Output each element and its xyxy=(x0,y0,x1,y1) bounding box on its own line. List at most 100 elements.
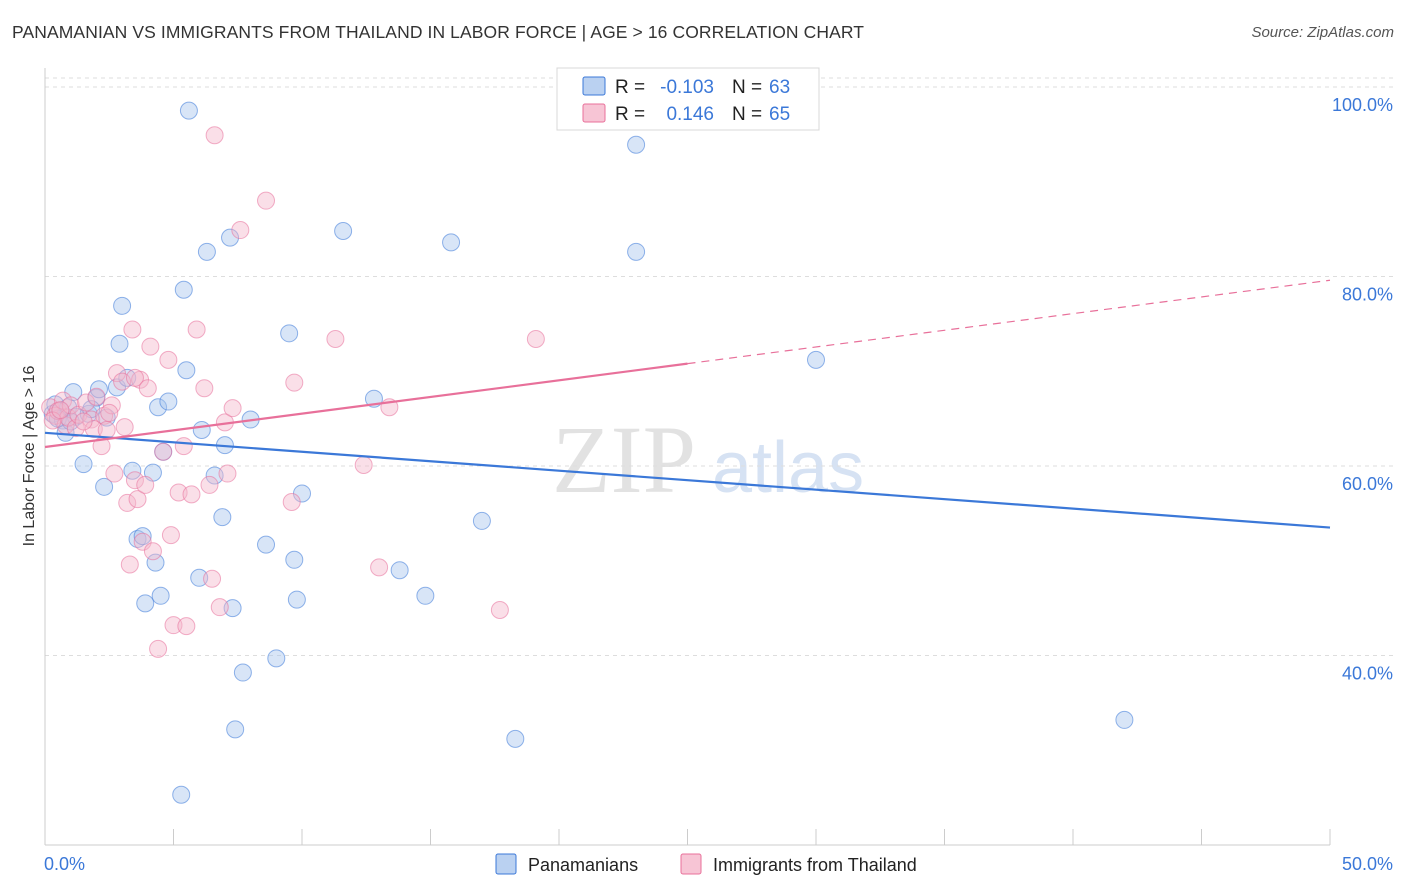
stats-legend: R = -0.103 N = 63 R = 0.146 N = 65 xyxy=(556,67,820,131)
x-tick-label: 50.0% xyxy=(1342,854,1393,874)
y-axis-label: In Labor Force | Age > 16 xyxy=(21,366,38,547)
data-point xyxy=(213,508,232,527)
r-value-1: -0.103 xyxy=(660,77,714,98)
data-point xyxy=(526,330,545,349)
data-point xyxy=(107,364,126,383)
data-point xyxy=(87,387,106,406)
series-panamanians-points xyxy=(43,101,1134,804)
data-point xyxy=(128,490,147,509)
data-point xyxy=(182,485,201,504)
data-point xyxy=(205,126,224,145)
data-point xyxy=(138,379,157,398)
data-point xyxy=(128,529,147,548)
data-point xyxy=(102,396,121,415)
data-point xyxy=(218,464,237,483)
data-point xyxy=(195,379,214,398)
data-point xyxy=(267,649,286,668)
data-point xyxy=(74,412,93,431)
r-value-2: 0.146 xyxy=(666,104,714,125)
data-point xyxy=(334,221,353,240)
r-label-2: R = xyxy=(615,104,645,125)
watermark-zip: ZIP xyxy=(552,406,696,513)
data-point xyxy=(84,420,103,439)
data-point xyxy=(174,437,193,456)
trend-lines xyxy=(44,279,1331,529)
data-point xyxy=(159,350,178,369)
y-tick-label: 100.0% xyxy=(1332,95,1393,115)
data-point xyxy=(133,532,152,551)
data-point xyxy=(192,420,211,439)
data-point xyxy=(370,558,389,577)
data-point xyxy=(120,555,139,574)
data-point xyxy=(149,398,168,417)
data-point xyxy=(149,639,168,658)
data-point xyxy=(223,599,242,618)
data-point xyxy=(442,233,461,252)
data-point xyxy=(221,228,240,247)
series-thailand-points xyxy=(41,126,545,658)
data-point xyxy=(506,729,525,748)
source-note: Source: ZipAtlas.com xyxy=(1251,24,1394,41)
data-point xyxy=(141,337,160,356)
data-point xyxy=(390,561,409,580)
data-point xyxy=(285,373,304,392)
watermark-atlas: atlas xyxy=(712,428,864,508)
legend-swatch-blue xyxy=(582,76,606,96)
data-point xyxy=(203,569,222,588)
legend-label-panamanians: Panamanians xyxy=(528,855,638,875)
data-point xyxy=(190,568,209,587)
data-point xyxy=(174,280,193,299)
data-point xyxy=(416,586,435,605)
data-point xyxy=(1115,710,1134,729)
data-point xyxy=(287,590,306,609)
data-point xyxy=(113,296,132,315)
data-point xyxy=(118,493,137,512)
data-point xyxy=(223,399,242,418)
trend-line xyxy=(44,362,688,449)
n-label-2: N = xyxy=(732,104,762,125)
data-point xyxy=(197,242,216,261)
data-point xyxy=(172,785,191,804)
x-tick-labels: 0.0% 50.0% xyxy=(44,854,1393,874)
chart-title: PANAMANIAN VS IMMIGRANTS FROM THAILAND I… xyxy=(12,22,865,42)
data-point xyxy=(179,101,198,120)
legend-swatch-pink xyxy=(582,103,606,123)
data-point xyxy=(61,396,80,415)
y-tick-label: 80.0% xyxy=(1342,284,1393,304)
bottom-legend-swatch-blue xyxy=(495,853,517,875)
data-point xyxy=(210,598,229,617)
data-point xyxy=(807,350,825,369)
data-point xyxy=(66,419,85,438)
trend-line xyxy=(44,431,1331,529)
data-point xyxy=(177,617,196,636)
data-point xyxy=(627,135,646,154)
data-point xyxy=(164,616,183,635)
data-point xyxy=(159,392,178,411)
data-point xyxy=(123,320,142,339)
data-point xyxy=(100,403,119,422)
data-point xyxy=(154,442,173,461)
data-point xyxy=(226,720,245,739)
x-ticks xyxy=(44,829,1331,845)
data-point xyxy=(257,535,276,554)
bottom-legend-swatch-pink xyxy=(680,853,702,875)
bottom-legend: Panamanians Immigrants from Thailand xyxy=(495,853,917,875)
data-point xyxy=(326,330,345,349)
data-point xyxy=(110,334,129,353)
data-point xyxy=(43,411,62,430)
data-point xyxy=(490,601,509,620)
data-point xyxy=(95,477,114,496)
data-point xyxy=(74,455,93,474)
data-point xyxy=(282,492,301,511)
n-label-1: N = xyxy=(732,77,762,98)
data-point xyxy=(95,406,114,425)
data-point xyxy=(187,320,206,339)
data-point xyxy=(177,361,196,380)
data-point xyxy=(627,242,646,261)
data-point xyxy=(257,191,276,210)
data-point xyxy=(125,368,144,387)
data-point xyxy=(354,456,373,475)
data-point xyxy=(151,586,170,605)
data-point xyxy=(143,542,162,561)
